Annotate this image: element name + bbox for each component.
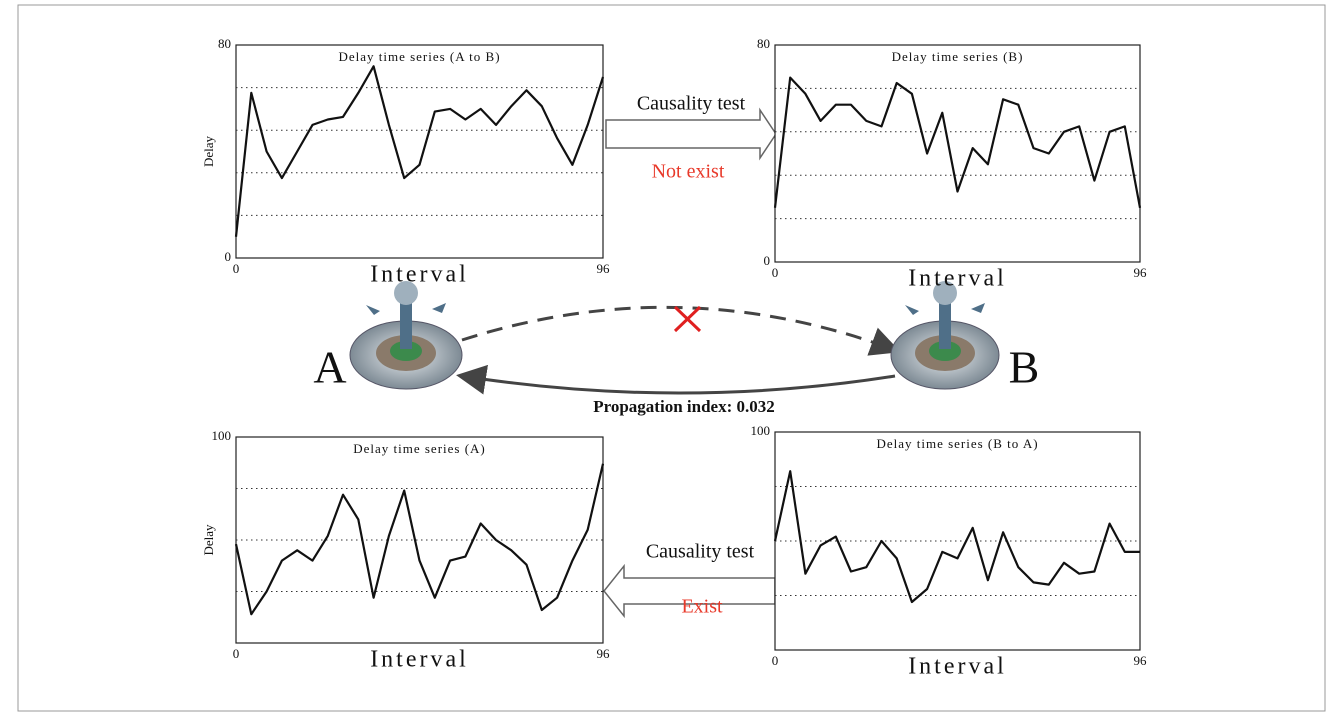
airport-a bbox=[350, 281, 462, 389]
causality-label: Causality test bbox=[646, 541, 755, 563]
airport-b bbox=[891, 281, 999, 389]
x-tick-label: 96 bbox=[1134, 653, 1148, 668]
x-tick-label: 0 bbox=[233, 646, 240, 661]
x-axis-label: Interval bbox=[908, 266, 1007, 292]
cross bbox=[675, 307, 700, 331]
node-label: B bbox=[1009, 342, 1040, 393]
diagram: Causality test Not exist Causality test … bbox=[0, 0, 1343, 715]
y-axis-label: Delay bbox=[201, 135, 216, 167]
plot-frame bbox=[775, 45, 1140, 262]
x-axis-label: Interval bbox=[370, 262, 469, 288]
y-tick-label: 80 bbox=[757, 36, 770, 51]
y-tick-label: 100 bbox=[751, 423, 771, 438]
x-tick-label: 0 bbox=[233, 261, 240, 276]
arrow-right bbox=[606, 110, 776, 158]
x-tick-label: 0 bbox=[772, 653, 779, 668]
result-label: Not exist bbox=[652, 161, 725, 183]
y-tick-label: 0 bbox=[225, 249, 232, 264]
y-axis-label: Delay bbox=[201, 524, 216, 556]
result-label: Exist bbox=[681, 596, 723, 618]
chart-title: Delay time series (B) bbox=[892, 49, 1024, 64]
y-tick-label: 0 bbox=[764, 253, 771, 268]
causality-label: Causality test bbox=[637, 93, 746, 115]
x-tick-label: 96 bbox=[597, 646, 611, 661]
x-tick-label: 0 bbox=[772, 265, 779, 280]
chart-title: Delay time series (A to B) bbox=[338, 49, 500, 64]
x-tick-label: 96 bbox=[597, 261, 611, 276]
x-axis-label: Interval bbox=[908, 654, 1007, 680]
x-axis-label: Interval bbox=[370, 647, 469, 673]
chart-title: Delay time series (B to A) bbox=[876, 436, 1038, 451]
propagation-label: Propagation index: 0.032 bbox=[593, 397, 775, 416]
solid-link bbox=[462, 376, 895, 393]
page: Causality test Not exist Causality test … bbox=[0, 0, 1343, 715]
plot-frame bbox=[236, 45, 603, 258]
node-label: A bbox=[313, 342, 346, 393]
y-tick-label: 80 bbox=[218, 36, 231, 51]
x-tick-label: 96 bbox=[1134, 265, 1148, 280]
y-tick-label: 100 bbox=[212, 428, 232, 443]
chart-title: Delay time series (A) bbox=[353, 441, 486, 456]
